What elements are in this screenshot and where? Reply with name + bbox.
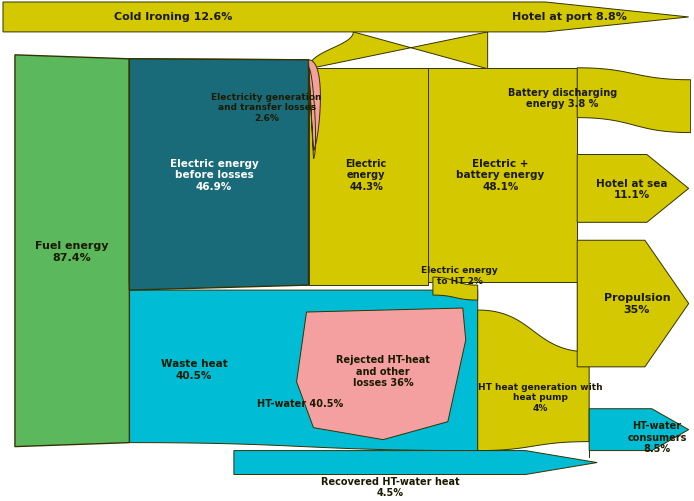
Polygon shape [309, 68, 428, 285]
Polygon shape [577, 154, 688, 222]
Polygon shape [433, 277, 477, 300]
Polygon shape [129, 59, 309, 285]
Polygon shape [3, 2, 688, 32]
Text: Hotel at port 8.8%: Hotel at port 8.8% [511, 12, 627, 22]
Text: Recovered HT-water heat
4.5%: Recovered HT-water heat 4.5% [321, 476, 459, 498]
Text: Cold Ironing 12.6%: Cold Ironing 12.6% [115, 12, 232, 22]
Text: Electricity generation
and transfer losses
2.6%: Electricity generation and transfer loss… [212, 93, 322, 123]
Text: Electric
energy
44.3%: Electric energy 44.3% [346, 159, 387, 192]
Text: Electric energy
to HT 2%: Electric energy to HT 2% [421, 267, 498, 286]
Text: Rejected HT-heat
and other
losses 36%: Rejected HT-heat and other losses 36% [336, 355, 430, 388]
Text: HT-water
consumers
8.5%: HT-water consumers 8.5% [627, 421, 686, 454]
Polygon shape [309, 32, 488, 69]
Polygon shape [129, 290, 477, 450]
Polygon shape [428, 68, 577, 282]
Text: Battery discharging
energy 3.8 %: Battery discharging energy 3.8 % [507, 88, 617, 110]
Text: Propulsion
35%: Propulsion 35% [604, 293, 670, 315]
Text: Electric +
battery energy
48.1%: Electric + battery energy 48.1% [457, 159, 545, 192]
Polygon shape [15, 55, 129, 446]
Text: HT heat generation with
heat pump
4%: HT heat generation with heat pump 4% [478, 383, 602, 413]
Polygon shape [234, 450, 597, 474]
Polygon shape [477, 310, 589, 450]
Text: Hotel at sea
11.1%: Hotel at sea 11.1% [596, 179, 668, 200]
Polygon shape [577, 240, 688, 367]
Polygon shape [129, 59, 309, 290]
Text: Waste heat
40.5%: Waste heat 40.5% [161, 359, 228, 381]
Polygon shape [577, 68, 691, 133]
Text: Electric energy
before losses
46.9%: Electric energy before losses 46.9% [169, 159, 258, 192]
Text: Fuel energy
87.4%: Fuel energy 87.4% [35, 241, 108, 263]
Text: HT-water 40.5%: HT-water 40.5% [257, 399, 344, 409]
Polygon shape [296, 308, 466, 439]
Polygon shape [309, 60, 321, 158]
Polygon shape [589, 409, 688, 450]
